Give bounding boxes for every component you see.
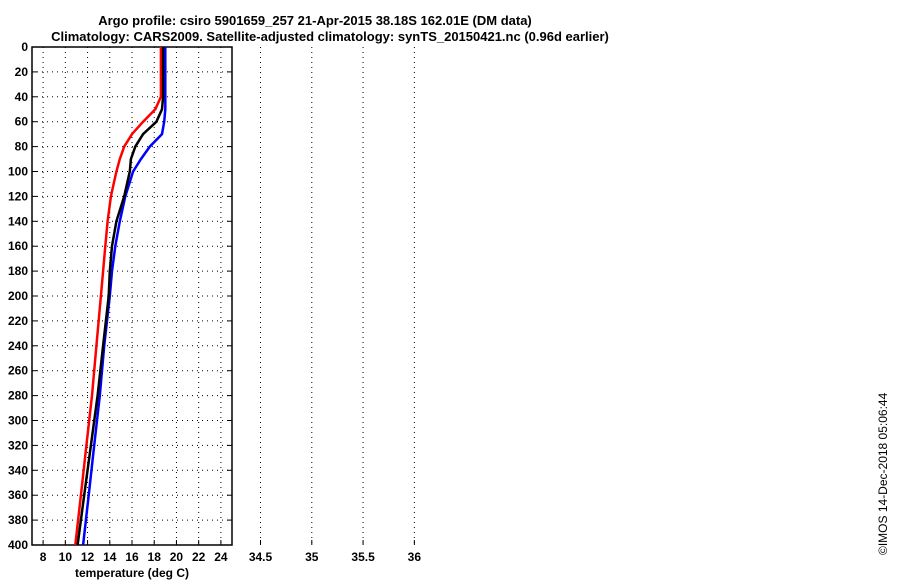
- y-tick-label: 280: [8, 389, 28, 403]
- x-tick-label: 16: [125, 550, 139, 564]
- y-tick-label: 220: [8, 314, 28, 328]
- y-tick-label: 140: [8, 214, 28, 228]
- y-tick-label: 300: [8, 414, 28, 428]
- x-tick-label: 8: [40, 550, 47, 564]
- x-axis-label: temperature (deg C): [75, 566, 189, 580]
- series-line-argo: [76, 47, 165, 546]
- x-tick-label: 14: [103, 550, 117, 564]
- y-tick-label: 40: [15, 90, 29, 104]
- y-tick-label: 340: [8, 463, 28, 477]
- x-tick-label: 36: [408, 550, 422, 564]
- y-tick-label: 200: [8, 289, 28, 303]
- x-tick-label: 20: [170, 550, 184, 564]
- series-line-satellite-adj-clim-: [81, 47, 167, 546]
- y-tick-label: 120: [8, 189, 28, 203]
- x-tick-label: 24: [214, 550, 228, 564]
- x-tick-label: 35.5: [351, 550, 375, 564]
- y-tick-label: 160: [8, 239, 28, 253]
- x-tick-label: 34.5: [249, 550, 273, 564]
- y-tick-label: 100: [8, 165, 28, 179]
- series-line-climatology: [74, 47, 163, 546]
- y-tick-label: 20: [15, 65, 29, 79]
- y-tick-label: 320: [8, 438, 28, 452]
- plot-title-line1: Argo profile: csiro 5901659_257 21-Apr-2…: [98, 13, 532, 28]
- y-tick-label: 80: [15, 140, 29, 154]
- plot-title-line2: Climatology: CARS2009. Satellite-adjuste…: [51, 29, 609, 44]
- y-tick-label: 60: [15, 115, 29, 129]
- x-tick-label: 10: [59, 550, 73, 564]
- x-tick-label: 18: [148, 550, 162, 564]
- y-tick-label: 240: [8, 339, 28, 353]
- y-tick-label: 180: [8, 264, 28, 278]
- y-tick-label: 0: [21, 40, 28, 54]
- plot-frame: [31, 46, 233, 546]
- y-tick-label: 380: [8, 513, 28, 527]
- y-tick-label: 400: [8, 538, 28, 552]
- x-tick-label: 12: [81, 550, 95, 564]
- copyright-stamp: ©IMOS 14-Dec-2018 05:06:44: [876, 392, 890, 555]
- y-tick-label: 360: [8, 488, 28, 502]
- y-tick-label: 260: [8, 364, 28, 378]
- x-tick-label: 35: [305, 550, 319, 564]
- x-tick-label: 22: [192, 550, 206, 564]
